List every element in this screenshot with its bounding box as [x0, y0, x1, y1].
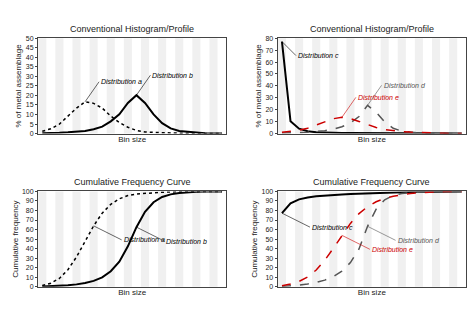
svg-text:Distribution a: Distribution a: [124, 236, 165, 243]
svg-text:100: 100: [262, 188, 274, 195]
svg-text:Distribution d: Distribution d: [398, 237, 440, 244]
svg-text:Distribution c: Distribution c: [312, 224, 353, 231]
svg-text:70: 70: [265, 47, 273, 54]
svg-text:70: 70: [265, 216, 273, 223]
svg-text:50: 50: [26, 35, 34, 42]
svg-text:90: 90: [265, 197, 273, 204]
svg-text:30: 30: [265, 94, 273, 101]
svg-text:Distribution b: Distribution b: [152, 72, 193, 79]
svg-text:60: 60: [265, 226, 273, 233]
svg-text:20: 20: [26, 92, 34, 99]
svg-text:100: 100: [22, 188, 34, 195]
svg-text:% of metal assemblage: % of metal assemblage: [254, 44, 263, 128]
svg-text:20: 20: [265, 106, 273, 113]
svg-text:0: 0: [30, 130, 34, 137]
svg-text:Bin size: Bin size: [358, 288, 387, 297]
svg-text:10: 10: [26, 111, 34, 118]
svg-text:40: 40: [26, 54, 34, 61]
svg-text:90: 90: [26, 197, 34, 204]
svg-text:50: 50: [26, 236, 34, 243]
svg-text:80: 80: [265, 207, 273, 214]
svg-text:Conventional Histogram/Profile: Conventional Histogram/Profile: [310, 24, 434, 34]
svg-text:Distribution e: Distribution e: [358, 94, 399, 101]
svg-text:% of metal assemblage: % of metal assemblage: [15, 44, 24, 128]
svg-text:80: 80: [265, 35, 273, 42]
svg-text:50: 50: [265, 70, 273, 77]
svg-text:40: 40: [265, 82, 273, 89]
svg-text:20: 20: [265, 264, 273, 271]
svg-text:30: 30: [26, 255, 34, 262]
svg-text:10: 10: [265, 118, 273, 125]
svg-text:Conventional Histogram/Profile: Conventional Histogram/Profile: [70, 24, 194, 34]
svg-text:50: 50: [265, 236, 273, 243]
svg-text:Distribution e: Distribution e: [372, 246, 413, 253]
svg-text:Bin size: Bin size: [358, 135, 387, 144]
svg-text:60: 60: [265, 59, 273, 66]
svg-text:40: 40: [26, 245, 34, 252]
svg-text:Cumulative frequency: Cumulative frequency: [250, 200, 259, 277]
svg-text:Distribution a: Distribution a: [101, 78, 142, 85]
svg-text:80: 80: [26, 207, 34, 214]
svg-text:60: 60: [26, 226, 34, 233]
svg-text:15: 15: [26, 101, 34, 108]
svg-text:25: 25: [26, 82, 34, 89]
svg-text:45: 45: [26, 44, 34, 51]
svg-text:5: 5: [30, 121, 34, 128]
svg-text:10: 10: [26, 274, 34, 281]
svg-text:20: 20: [26, 264, 34, 271]
svg-text:0: 0: [30, 283, 34, 290]
svg-text:Cumulative Frequency Curve: Cumulative Frequency Curve: [74, 177, 191, 187]
svg-text:Cumulative frequency: Cumulative frequency: [11, 200, 20, 277]
svg-text:30: 30: [26, 73, 34, 80]
svg-text:0: 0: [269, 283, 273, 290]
svg-text:35: 35: [26, 63, 34, 70]
svg-text:30: 30: [265, 255, 273, 262]
svg-text:Bin size: Bin size: [118, 135, 147, 144]
svg-text:Distribution d: Distribution d: [384, 82, 426, 89]
svg-text:0: 0: [269, 130, 273, 137]
svg-text:70: 70: [26, 216, 34, 223]
svg-text:40: 40: [265, 245, 273, 252]
svg-text:10: 10: [265, 274, 273, 281]
svg-text:Cumulative Frequency Curve: Cumulative Frequency Curve: [313, 177, 430, 187]
svg-text:Bin size: Bin size: [118, 288, 147, 297]
svg-text:Distribution c: Distribution c: [298, 52, 339, 59]
svg-text:Distribution b: Distribution b: [166, 238, 207, 245]
